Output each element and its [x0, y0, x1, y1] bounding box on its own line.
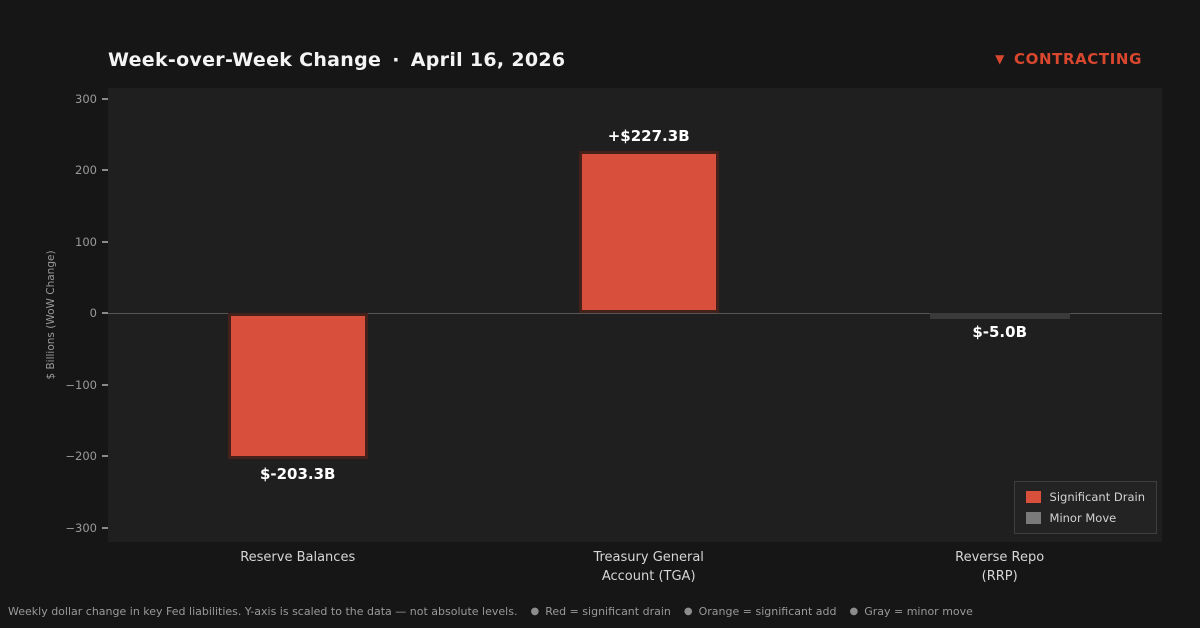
y-tick-label: −300	[65, 520, 97, 535]
y-tick-mark	[102, 97, 108, 100]
y-tick: −200	[65, 449, 108, 463]
x-category-label: Reserve Balances	[240, 550, 356, 565]
footer-bullet-text: Orange = significant add	[698, 605, 837, 618]
legend: Significant Drain Minor Move	[1013, 481, 1157, 534]
plot-area: Significant Drain Minor Move −300 −200 −10…	[65, 88, 1162, 542]
bullet-dot-icon: ●	[683, 606, 693, 617]
y-tick-label: 200	[75, 163, 97, 178]
legend-swatch-significant-drain	[1025, 491, 1041, 503]
status-badge: ▼ CONTRACTING	[995, 50, 1142, 68]
y-tick: 300	[75, 92, 108, 106]
page-title: Week-over-Week Change · April 16, 2026	[108, 49, 565, 71]
title-text: Week-over-Week Change	[108, 49, 382, 71]
y-tick-mark	[102, 312, 108, 315]
bar-value-label: $-203.3B	[259, 464, 336, 483]
y-tick-label: −200	[65, 449, 97, 464]
x-category-label: Reverse Repo (RRP)	[955, 550, 1045, 584]
y-tick: −100	[65, 378, 108, 392]
y-tick: 200	[75, 163, 108, 177]
y-tick-label: −100	[65, 377, 97, 392]
y-axis-label: $ Billions (WoW Change)	[45, 250, 57, 380]
bar-reverse-repo	[929, 313, 1070, 320]
footer-bullet-item: ● Gray = minor move	[849, 605, 972, 618]
legend-label: Minor Move	[1049, 511, 1117, 525]
footer-caption: Weekly dollar change in key Fed liabilit…	[8, 605, 973, 618]
legend-label: Significant Drain	[1049, 490, 1145, 504]
zero-line	[108, 313, 1162, 315]
bullet-dot-icon: ●	[849, 606, 859, 617]
down-triangle-icon: ▼	[995, 52, 1005, 66]
y-tick-label: 0	[89, 306, 97, 321]
status-label: CONTRACTING	[1014, 50, 1142, 68]
bar-value-label: $-5.0B	[972, 323, 1028, 342]
title-date: April 16, 2026	[410, 49, 566, 71]
bar-treasury-general	[578, 150, 719, 314]
footer-bullet-item: ● Red = significant drain	[530, 605, 670, 618]
title-separator: ·	[392, 49, 400, 71]
y-tick-mark	[102, 169, 108, 172]
bullet-dot-icon: ●	[530, 606, 540, 617]
legend-item: Minor Move	[1025, 511, 1145, 525]
x-axis: Reserve Balances Treasury General Account…	[108, 549, 1162, 597]
footer-note: Weekly dollar change in key Fed liabilit…	[8, 605, 518, 618]
x-category-label: Treasury General Account (TGA)	[593, 550, 704, 584]
y-tick-label: 100	[75, 234, 97, 249]
legend-item: Significant Drain	[1025, 490, 1145, 504]
y-tick: 0	[90, 306, 108, 320]
y-tick: −300	[65, 521, 108, 535]
bar-value-label: +$227.3B	[607, 126, 690, 145]
y-tick-mark	[102, 455, 108, 458]
y-tick-mark	[102, 383, 108, 386]
footer-bullet-text: Red = significant drain	[545, 605, 671, 618]
y-tick-mark	[102, 240, 108, 243]
y-tick-label: 300	[75, 91, 97, 106]
y-tick-mark	[102, 526, 108, 529]
footer-bullet-item: ● Orange = significant add	[684, 605, 837, 618]
y-tick: 100	[75, 235, 108, 249]
footer-bullet-text: Gray = minor move	[864, 605, 973, 618]
legend-swatch-minor-move	[1025, 512, 1041, 524]
bar-reserve-balances	[227, 313, 368, 459]
